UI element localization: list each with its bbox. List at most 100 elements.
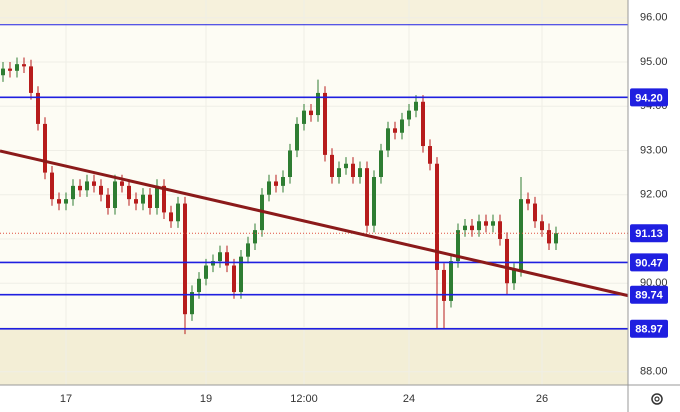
candle-body — [246, 243, 250, 257]
candle-body — [78, 185, 82, 191]
candle-body — [540, 221, 544, 231]
labels: 96.0095.0094.0093.0092.0091.0090.0089.00… — [60, 12, 668, 405]
candle-body — [358, 168, 362, 178]
candle-body — [57, 199, 61, 204]
candle-body — [330, 154, 334, 178]
level-label: 88.97 — [635, 324, 663, 336]
candle-body — [183, 203, 187, 315]
x-tick-label: 19 — [200, 393, 212, 405]
candle-body — [22, 64, 26, 67]
candle-body — [407, 110, 411, 120]
candle-body — [64, 199, 68, 204]
candle-body — [197, 278, 201, 293]
candle-body — [449, 261, 453, 301]
candle-body — [421, 101, 425, 147]
y-tick-label: 95.00 — [640, 56, 668, 68]
y-tick-label: 92.00 — [640, 189, 668, 201]
candle-body — [316, 92, 320, 116]
candle-body — [134, 199, 138, 204]
candle-body — [435, 163, 439, 270]
level-label: 94.20 — [635, 92, 663, 104]
candle-body — [225, 252, 229, 266]
candle-body — [302, 110, 306, 124]
candle-body — [162, 185, 166, 213]
candle-body — [351, 163, 355, 178]
candle-body — [211, 261, 215, 266]
candle-body — [400, 119, 404, 133]
settings-icon[interactable] — [651, 393, 663, 405]
candle-body — [8, 68, 12, 71]
candle-body — [477, 221, 481, 231]
y-tick-label: 93.00 — [640, 144, 668, 156]
candle-body — [533, 203, 537, 222]
candle-body — [190, 292, 194, 315]
candle-body — [232, 265, 236, 293]
candle-body — [274, 181, 278, 186]
candle-body — [148, 194, 152, 208]
candle-body — [365, 168, 369, 226]
candle-body — [505, 238, 509, 284]
candle-body — [442, 269, 446, 301]
candle-body — [344, 163, 348, 169]
candle-body — [526, 199, 530, 204]
level-label-box — [630, 253, 668, 272]
candle-body — [281, 177, 285, 186]
x-tick-label: 26 — [536, 393, 548, 405]
plot-background — [0, 0, 628, 385]
level-label-box — [630, 285, 668, 304]
marks — [0, 24, 629, 335]
candle-body — [106, 194, 110, 208]
level-label: 89.74 — [635, 290, 663, 302]
level-label: 90.47 — [635, 257, 663, 269]
candle-body — [323, 92, 327, 155]
candle-body — [414, 101, 418, 111]
candle-body — [456, 230, 460, 262]
candle-body — [498, 221, 502, 239]
candle-body — [463, 225, 467, 231]
candle-body — [386, 128, 390, 151]
candle-body — [554, 233, 558, 244]
candle-body — [127, 185, 131, 200]
candle-body — [295, 123, 299, 151]
x-tick-label: 12:00 — [290, 393, 318, 405]
candle-body — [470, 225, 474, 231]
candle-body — [218, 252, 222, 262]
level-label-box — [630, 88, 668, 107]
candle-body — [253, 230, 257, 244]
candle-body — [92, 181, 96, 186]
candle-body — [379, 150, 383, 178]
last-price-label: 91.13 — [635, 228, 663, 240]
trendline — [0, 149, 629, 298]
candle-body — [519, 199, 523, 270]
candle-body — [120, 181, 124, 186]
candle-body — [288, 150, 292, 178]
candle-body — [50, 172, 54, 200]
candle-body — [372, 177, 376, 226]
y-tick-label: 88.00 — [640, 366, 668, 378]
candle-body — [71, 185, 75, 200]
candle-body — [169, 212, 173, 222]
candle-body — [15, 64, 19, 71]
candle-body — [155, 185, 159, 208]
zone-top — [0, 0, 628, 24]
level-label-box — [630, 319, 668, 338]
candle-body — [85, 181, 89, 191]
candle-body — [36, 92, 40, 124]
candle-body — [484, 221, 488, 226]
last-price-box — [630, 224, 668, 243]
candle-body — [428, 146, 432, 164]
candle-body — [99, 185, 103, 195]
candle-body — [267, 181, 271, 195]
candle-body — [43, 123, 47, 173]
candle-body — [113, 181, 117, 208]
candle-body — [337, 168, 341, 178]
candle-body — [491, 221, 495, 226]
candle-body — [29, 66, 33, 93]
zone-bottom — [0, 328, 628, 385]
candle-body — [547, 230, 551, 244]
y-tick-label: 96.00 — [640, 12, 668, 24]
x-tick-label: 24 — [403, 393, 415, 405]
candle-body — [393, 128, 397, 133]
candle-body — [1, 68, 5, 76]
